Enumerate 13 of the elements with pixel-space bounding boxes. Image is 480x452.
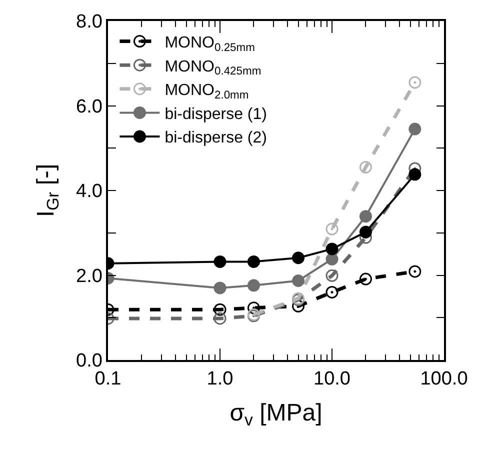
legend-label: MONO$_{0.425mm}$ — [164, 58, 262, 78]
y-tick-label: 2.0 — [76, 266, 102, 287]
x-axis-title: σ$_{v}$ [MPa] — [230, 399, 322, 430]
legend-label: bi-disperse (2) — [164, 130, 267, 147]
y-tick-label: 6.0 — [76, 96, 102, 118]
y-tick-label: 4.0 — [76, 181, 102, 202]
legend-label: bi-disperse (1) — [164, 106, 267, 123]
x-tick-label: 10.0 — [314, 368, 350, 390]
y-tick-label: 8.0 — [76, 12, 102, 33]
legend-label: MONO$_{0.25mm}$ — [164, 34, 255, 54]
legend-label: MONO$_{2.0mm}$ — [164, 82, 249, 102]
x-tick-label: 1.0 — [206, 368, 234, 390]
x-tick-label: 100.0 — [420, 368, 468, 390]
